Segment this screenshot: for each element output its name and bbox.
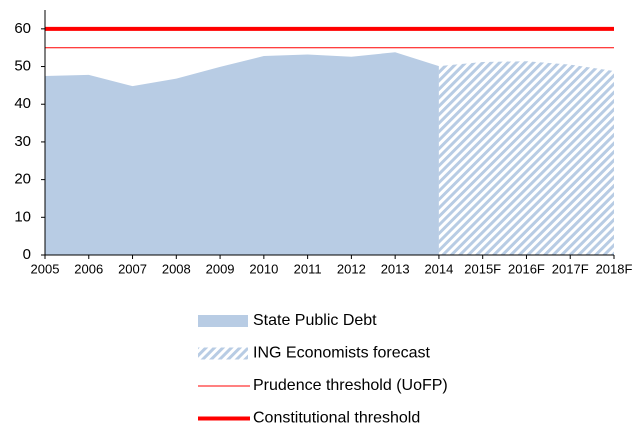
x-tick-label: 2017F xyxy=(552,261,589,276)
legend-label: ING Economists forecast xyxy=(253,345,431,362)
x-tick-label: 2009 xyxy=(206,261,235,276)
y-tick-label: 50 xyxy=(14,58,31,75)
legend-label: State Public Debt xyxy=(253,312,377,329)
y-tick-label: 60 xyxy=(14,20,31,37)
x-tick-label: 2006 xyxy=(74,261,103,276)
x-tick-label: 2018F xyxy=(596,261,633,276)
x-tick-label: 2015F xyxy=(464,261,501,276)
legend-swatch xyxy=(198,347,248,360)
y-tick-label: 20 xyxy=(14,171,31,188)
area xyxy=(45,52,439,255)
x-tick-label: 2008 xyxy=(162,261,191,276)
x-tick-label: 2005 xyxy=(31,261,60,276)
y-tick-label: 40 xyxy=(14,95,31,112)
y-tick-label: 10 xyxy=(14,208,31,225)
legend-label: Prudence threshold (UoFP) xyxy=(253,377,448,394)
x-tick-label: 2007 xyxy=(118,261,147,276)
x-tick-label: 2013 xyxy=(381,261,410,276)
area xyxy=(438,61,614,256)
x-tick-label: 2010 xyxy=(249,261,278,276)
x-tick-label: 2011 xyxy=(294,261,322,276)
legend-label: Constitutional threshold xyxy=(253,410,420,427)
y-tick-label: 0 xyxy=(23,246,31,263)
x-tick-label: 2016F xyxy=(508,261,545,276)
legend-swatch xyxy=(198,315,248,327)
x-tick-label: 2014 xyxy=(424,261,453,276)
y-tick-label: 30 xyxy=(14,133,31,150)
x-tick-label: 2012 xyxy=(337,261,366,276)
